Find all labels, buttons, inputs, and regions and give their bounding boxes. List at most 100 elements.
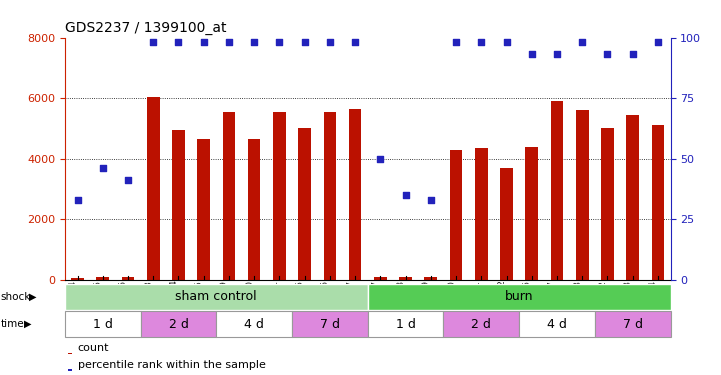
Text: GSM32427: GSM32427: [548, 280, 557, 328]
Text: GSM32416: GSM32416: [119, 280, 128, 329]
Text: GSM32421: GSM32421: [472, 280, 482, 328]
Text: GSM32422: GSM32422: [497, 280, 507, 328]
Text: GSM32423: GSM32423: [144, 280, 154, 328]
Point: [123, 177, 134, 183]
Bar: [298, 128, 311, 280]
Bar: [97, 278, 109, 280]
Bar: [216, 311, 292, 337]
Text: percentile rank within the sample: percentile rank within the sample: [78, 360, 265, 370]
Bar: [374, 278, 386, 280]
Text: GSM32437: GSM32437: [346, 280, 355, 329]
Point: [324, 39, 336, 45]
Text: 1 d: 1 d: [396, 318, 415, 330]
Bar: [349, 109, 361, 280]
Text: ▶: ▶: [29, 292, 36, 302]
Bar: [368, 284, 671, 310]
Bar: [595, 311, 671, 337]
Bar: [172, 130, 185, 280]
Point: [577, 39, 588, 45]
Point: [627, 51, 639, 57]
Text: GSM32433: GSM32433: [624, 280, 633, 329]
Bar: [71, 278, 84, 280]
Bar: [399, 278, 412, 280]
Bar: [68, 369, 71, 371]
Text: ▶: ▶: [24, 319, 31, 329]
Point: [72, 197, 84, 203]
Text: 4 d: 4 d: [547, 318, 567, 330]
Text: GSM32431: GSM32431: [270, 280, 280, 329]
Point: [501, 39, 513, 45]
Bar: [65, 284, 368, 310]
Bar: [500, 168, 513, 280]
Bar: [198, 139, 210, 280]
Bar: [519, 311, 595, 337]
Point: [274, 39, 286, 45]
Point: [224, 39, 235, 45]
Bar: [601, 128, 614, 280]
Text: GSM32419: GSM32419: [422, 280, 431, 329]
Text: GSM32435: GSM32435: [296, 280, 305, 329]
Text: GSM32415: GSM32415: [94, 280, 103, 329]
Text: GSM32434: GSM32434: [649, 280, 658, 328]
Bar: [652, 125, 664, 280]
Point: [299, 39, 311, 45]
Text: GSM32425: GSM32425: [195, 280, 204, 328]
Point: [653, 39, 664, 45]
Point: [198, 39, 210, 45]
Bar: [122, 277, 134, 280]
Bar: [368, 311, 443, 337]
Bar: [627, 115, 639, 280]
Point: [602, 51, 614, 57]
Bar: [475, 148, 487, 280]
Text: GSM32426: GSM32426: [523, 280, 532, 328]
Text: 2 d: 2 d: [472, 318, 491, 330]
Bar: [141, 311, 216, 337]
Bar: [248, 139, 260, 280]
Text: GSM32428: GSM32428: [573, 280, 583, 328]
Bar: [65, 311, 141, 337]
Bar: [425, 278, 437, 280]
Point: [476, 39, 487, 45]
Text: GSM32418: GSM32418: [397, 280, 406, 329]
Point: [400, 192, 412, 198]
Text: GSM32432: GSM32432: [598, 280, 608, 328]
Bar: [526, 147, 538, 280]
Text: time: time: [1, 319, 25, 329]
Bar: [324, 112, 336, 280]
Text: GDS2237 / 1399100_at: GDS2237 / 1399100_at: [65, 21, 226, 35]
Text: count: count: [78, 343, 110, 353]
Point: [97, 165, 109, 171]
Bar: [292, 311, 368, 337]
Text: GSM32430: GSM32430: [245, 280, 255, 329]
Text: GSM32414: GSM32414: [68, 280, 78, 328]
Bar: [576, 110, 588, 280]
Point: [526, 51, 538, 57]
Text: 1 d: 1 d: [93, 318, 112, 330]
Text: burn: burn: [505, 291, 534, 303]
Text: GSM32424: GSM32424: [169, 280, 179, 328]
Bar: [273, 112, 286, 280]
Point: [148, 39, 159, 45]
Point: [350, 39, 361, 45]
Bar: [223, 112, 235, 280]
Text: GSM32429: GSM32429: [220, 280, 229, 328]
Point: [425, 197, 437, 203]
Text: GSM32420: GSM32420: [447, 280, 456, 328]
Bar: [68, 352, 71, 354]
Bar: [450, 150, 462, 280]
Text: GSM32436: GSM32436: [321, 280, 330, 329]
Text: 4 d: 4 d: [244, 318, 264, 330]
Point: [173, 39, 185, 45]
Text: 2 d: 2 d: [169, 318, 188, 330]
Point: [552, 51, 563, 57]
Text: 7 d: 7 d: [623, 318, 642, 330]
Text: sham control: sham control: [175, 291, 257, 303]
Text: GSM32417: GSM32417: [371, 280, 381, 329]
Bar: [551, 101, 563, 280]
Bar: [147, 96, 159, 280]
Text: shock: shock: [1, 292, 31, 302]
Text: 7 d: 7 d: [320, 318, 340, 330]
Bar: [443, 311, 519, 337]
Point: [248, 39, 260, 45]
Point: [450, 39, 462, 45]
